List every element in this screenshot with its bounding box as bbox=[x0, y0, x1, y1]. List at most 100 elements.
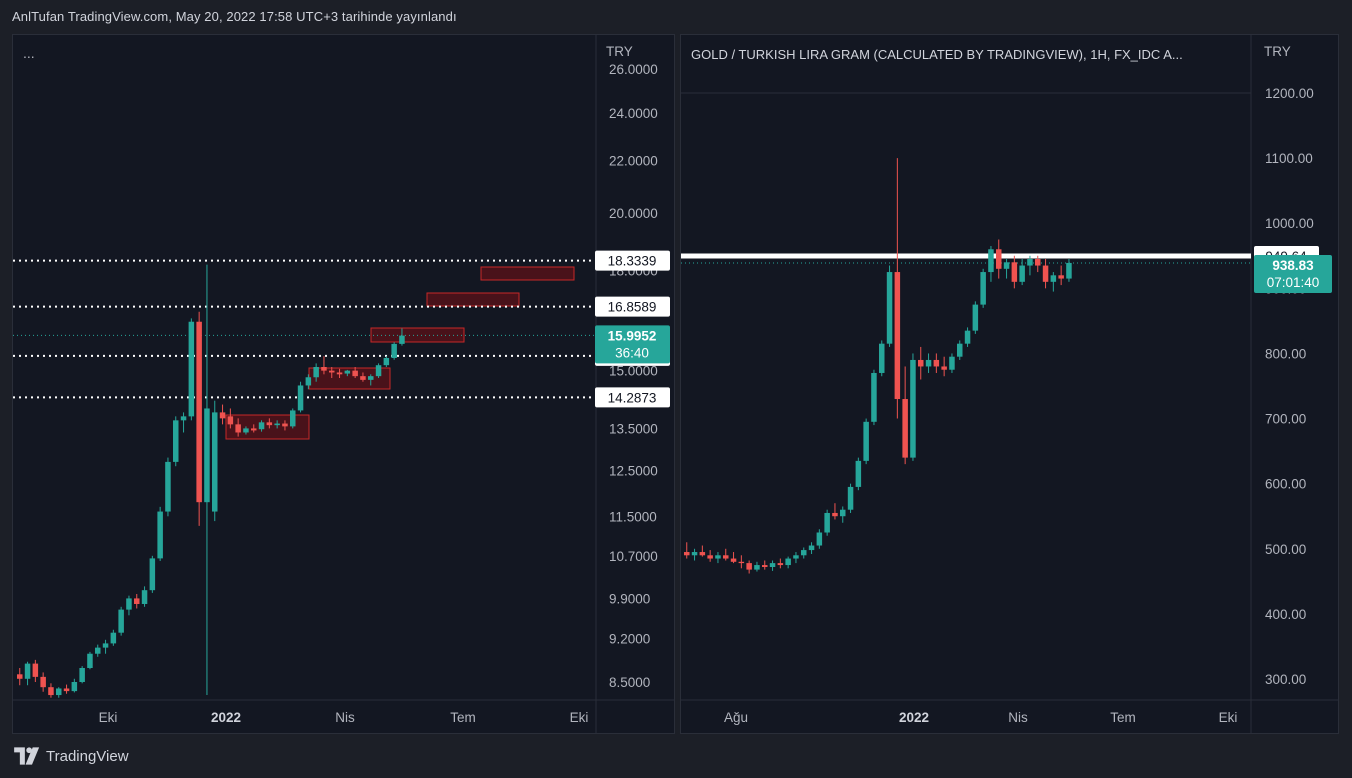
price-axis-tick: 13.5000 bbox=[609, 421, 658, 436]
time-axis-label: Ağu bbox=[724, 710, 748, 725]
candle-body bbox=[383, 358, 390, 366]
candle-body bbox=[832, 512, 838, 517]
candle-body bbox=[941, 366, 947, 370]
time-axis-label: Eki bbox=[1219, 710, 1238, 725]
tradingview-logo-icon bbox=[14, 747, 40, 765]
candle-body bbox=[399, 335, 405, 344]
time-axis-label: 2022 bbox=[899, 710, 929, 725]
left-chart-panel[interactable]: TRY26.000024.000022.000020.000018.000016… bbox=[12, 34, 675, 734]
current-price-tag bbox=[1254, 255, 1332, 294]
current-price-tag bbox=[595, 325, 670, 364]
candle-body bbox=[801, 550, 807, 556]
candle-body bbox=[793, 555, 799, 559]
time-axis-label: Nis bbox=[335, 710, 355, 725]
price-axis-tick: 20.0000 bbox=[609, 206, 658, 221]
time-axis-label: Tem bbox=[450, 710, 476, 725]
candle-body bbox=[691, 552, 698, 556]
candle-body bbox=[110, 632, 117, 644]
chart-title: GOLD / TURKISH LIRA GRAM (CALCULATED BY … bbox=[691, 47, 1183, 62]
candle-body bbox=[266, 422, 273, 426]
candle-body bbox=[180, 416, 187, 421]
candle-body bbox=[173, 420, 179, 462]
price-axis-tick: 22.0000 bbox=[609, 154, 658, 169]
price-axis-tick: 10.7000 bbox=[609, 549, 658, 564]
price-axis-tick: 9.9000 bbox=[609, 591, 650, 606]
candle-body bbox=[95, 647, 101, 654]
candle-body bbox=[274, 423, 280, 426]
candle-body bbox=[879, 343, 885, 373]
candle-body bbox=[894, 272, 901, 400]
supply-demand-zone bbox=[426, 292, 520, 307]
candle-body bbox=[762, 565, 768, 568]
candle-body bbox=[918, 359, 924, 367]
candle-body bbox=[391, 343, 397, 359]
price-axis-tick: 24.0000 bbox=[609, 106, 658, 121]
candle-body bbox=[925, 359, 932, 367]
right-chart-canvas[interactable]: TRY1200.001100.001000.00900.00800.00700.… bbox=[681, 35, 1339, 734]
candle-body bbox=[368, 376, 374, 380]
candle-body bbox=[980, 272, 986, 305]
candle-body bbox=[243, 428, 249, 433]
candle-body bbox=[79, 667, 85, 682]
candle-body bbox=[1035, 259, 1041, 266]
left-chart-canvas[interactable]: TRY26.000024.000022.000020.000018.000016… bbox=[13, 35, 675, 734]
time-axis-label: Nis bbox=[1008, 710, 1028, 725]
price-axis-tick: 800.00 bbox=[1265, 346, 1306, 361]
candle-body bbox=[329, 370, 335, 373]
level-price-tag bbox=[595, 387, 670, 408]
footer-branding[interactable]: TradingView bbox=[14, 746, 129, 766]
candle-body bbox=[149, 558, 156, 591]
candle-body bbox=[32, 663, 39, 677]
price-axis-tick: 8.5000 bbox=[609, 675, 650, 690]
candle-body bbox=[157, 511, 163, 559]
candle-body bbox=[910, 359, 916, 458]
time-axis-label: Eki bbox=[570, 710, 589, 725]
price-axis-tick: 600.00 bbox=[1265, 477, 1306, 492]
candle-body bbox=[730, 558, 737, 562]
candle-body bbox=[785, 558, 791, 566]
candle-body bbox=[204, 408, 210, 503]
candle-body bbox=[48, 687, 54, 696]
candle-body bbox=[219, 412, 226, 419]
price-axis-tick: 400.00 bbox=[1265, 607, 1306, 622]
currency-label: TRY bbox=[1264, 44, 1291, 59]
candle-body bbox=[863, 421, 869, 461]
price-axis-tick: 9.2000 bbox=[609, 632, 650, 647]
candle-body bbox=[336, 372, 343, 375]
candle-body bbox=[188, 321, 195, 417]
candle-body bbox=[118, 609, 124, 633]
publish-caption: AnlTufan TradingView.com, May 20, 2022 1… bbox=[12, 9, 457, 24]
candle-body bbox=[957, 343, 963, 357]
price-axis-tick: 1000.00 bbox=[1265, 216, 1314, 231]
bar-countdown-text: 36:40 bbox=[615, 345, 649, 360]
candle-body bbox=[63, 688, 70, 692]
candle-body bbox=[824, 512, 830, 533]
candle-body bbox=[305, 377, 312, 386]
candle-body bbox=[1011, 262, 1018, 282]
current-price-text: 15.9952 bbox=[608, 328, 657, 343]
time-axis-label: Tem bbox=[1110, 710, 1136, 725]
level-price-tag bbox=[595, 250, 670, 271]
chart-menu-button[interactable]: ... bbox=[23, 45, 35, 61]
candle-body bbox=[972, 304, 979, 331]
candle-body bbox=[297, 385, 304, 411]
candle-body bbox=[126, 598, 132, 610]
candle-body bbox=[769, 563, 776, 568]
price-axis-tick: 12.5000 bbox=[609, 464, 658, 479]
candle-body bbox=[24, 663, 31, 679]
level-price-text: 14.2873 bbox=[608, 390, 657, 405]
price-axis-tick: 300.00 bbox=[1265, 672, 1306, 687]
candle-body bbox=[886, 272, 893, 344]
candle-body bbox=[1042, 265, 1049, 282]
price-axis-tick: 26.0000 bbox=[609, 62, 658, 77]
candle-body bbox=[1050, 275, 1057, 282]
candle-body bbox=[17, 674, 23, 679]
price-axis-tick: 15.0000 bbox=[609, 364, 658, 379]
candle-body bbox=[212, 412, 218, 512]
candle-body bbox=[40, 676, 46, 688]
current-price-text: 938.83 bbox=[1272, 258, 1314, 273]
right-chart-panel[interactable]: TRY1200.001100.001000.00900.00800.00700.… bbox=[680, 34, 1339, 734]
candle-body bbox=[723, 555, 729, 559]
candle-body bbox=[360, 376, 366, 380]
bar-countdown-text: 07:01:40 bbox=[1267, 275, 1320, 290]
